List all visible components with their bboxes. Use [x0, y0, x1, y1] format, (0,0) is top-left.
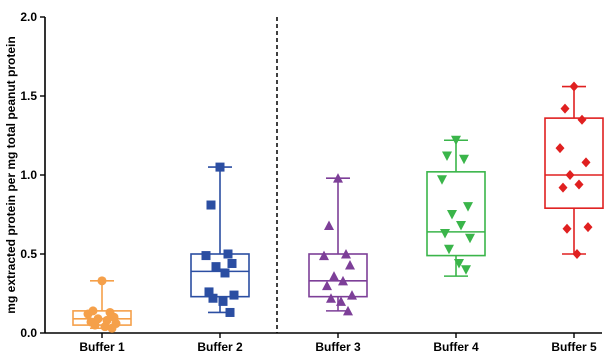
y-tick-label: 2.0 [20, 10, 37, 24]
y-tick-label: 0.0 [20, 326, 37, 340]
data-point [333, 173, 343, 183]
y-tick-label: 1.0 [20, 168, 37, 182]
data-point [324, 220, 334, 231]
data-point [229, 290, 239, 300]
data-point [583, 222, 593, 233]
data-point [220, 268, 230, 278]
y-tick-label: 1.5 [20, 89, 37, 103]
data-point [97, 276, 107, 286]
data-point [569, 81, 579, 92]
data-point [442, 151, 452, 162]
data-point [451, 135, 461, 146]
data-point [454, 258, 464, 269]
x-ticks: Buffer 1 Buffer 2 Buffer 3 Buffer 4 Buffer 5 [79, 333, 597, 354]
data-point [456, 221, 466, 231]
box-group [72, 276, 132, 333]
data-point [329, 271, 339, 281]
box-group [544, 81, 604, 259]
data-point [100, 322, 110, 332]
data-point [225, 307, 235, 317]
data-point [107, 323, 117, 333]
iqr-box [190, 253, 250, 298]
data-point [555, 143, 565, 154]
iqr-box [426, 171, 486, 257]
y-ticks: 0.0 0.5 1.0 1.5 2.0 [20, 10, 45, 340]
data-point [577, 114, 587, 125]
data-point [581, 157, 591, 168]
box-group [190, 162, 250, 317]
x-tick-label: Buffer 5 [551, 340, 597, 354]
data-point [574, 179, 584, 190]
data-point [558, 182, 568, 193]
data-point [223, 249, 233, 259]
data-point [447, 210, 457, 220]
data-point [343, 305, 353, 316]
data-point [227, 258, 237, 268]
data-point [201, 251, 211, 261]
data-point [437, 175, 447, 185]
data-point [463, 202, 473, 212]
data-point [338, 275, 348, 286]
axes [44, 17, 602, 334]
data-point [319, 250, 329, 261]
x-tick-label: Buffer 4 [433, 340, 479, 354]
data-point [90, 320, 100, 330]
data-point [440, 228, 450, 239]
data-point [218, 296, 228, 306]
data-point [204, 287, 214, 297]
data-point [345, 260, 355, 270]
data-point [83, 309, 93, 319]
y-tick-label: 0.5 [20, 247, 37, 261]
x-tick-label: Buffer 3 [315, 340, 361, 354]
boxes [72, 81, 604, 333]
x-tick-label: Buffer 1 [79, 340, 125, 354]
data-point [206, 200, 216, 210]
box-group [308, 173, 368, 316]
data-point [336, 296, 346, 306]
data-point [465, 233, 475, 244]
data-point [347, 290, 357, 300]
data-point [211, 262, 221, 272]
y-axis-title-group: mg extracted protein per mg total peanut… [4, 36, 18, 313]
data-point [326, 293, 336, 303]
data-point [560, 103, 570, 114]
iqr-box [308, 253, 368, 298]
x-tick-label: Buffer 2 [197, 340, 243, 354]
data-point [208, 293, 218, 303]
data-point [341, 249, 351, 259]
data-point [322, 280, 332, 291]
data-point [215, 162, 225, 172]
data-point [444, 244, 454, 255]
y-axis-title: mg extracted protein per mg total peanut… [4, 36, 18, 313]
iqr-box [544, 117, 604, 209]
data-point [572, 249, 582, 259]
data-point [459, 154, 469, 165]
data-point [565, 170, 575, 180]
data-point [562, 223, 572, 234]
data-point [461, 265, 471, 275]
box-group [426, 135, 486, 277]
